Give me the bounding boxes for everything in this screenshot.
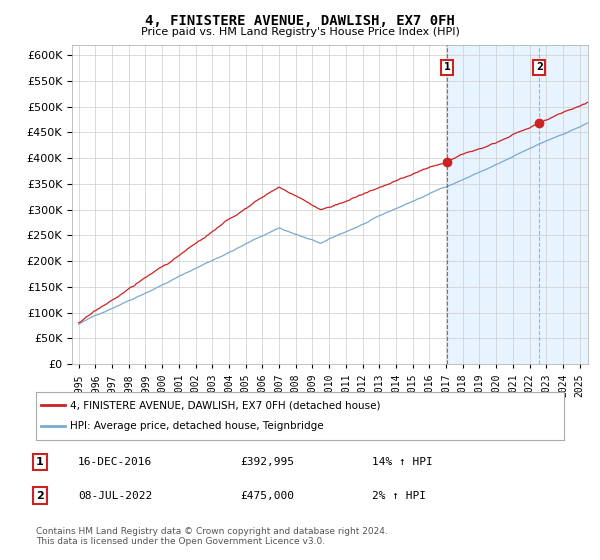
Text: 2: 2	[536, 62, 542, 72]
Text: £475,000: £475,000	[240, 491, 294, 501]
Text: Contains HM Land Registry data © Crown copyright and database right 2024.
This d: Contains HM Land Registry data © Crown c…	[36, 526, 388, 546]
Text: 08-JUL-2022: 08-JUL-2022	[78, 491, 152, 501]
Text: 14% ↑ HPI: 14% ↑ HPI	[372, 457, 433, 467]
Text: 1: 1	[443, 62, 451, 72]
Text: 2% ↑ HPI: 2% ↑ HPI	[372, 491, 426, 501]
Text: 2: 2	[36, 491, 44, 501]
Text: HPI: Average price, detached house, Teignbridge: HPI: Average price, detached house, Teig…	[70, 421, 324, 431]
Text: 4, FINISTERE AVENUE, DAWLISH, EX7 0FH (detached house): 4, FINISTERE AVENUE, DAWLISH, EX7 0FH (d…	[70, 400, 381, 410]
Text: Price paid vs. HM Land Registry's House Price Index (HPI): Price paid vs. HM Land Registry's House …	[140, 27, 460, 37]
Bar	[447, 45, 596, 364]
Text: 4, FINISTERE AVENUE, DAWLISH, EX7 0FH: 4, FINISTERE AVENUE, DAWLISH, EX7 0FH	[145, 14, 455, 28]
Text: 1: 1	[36, 457, 44, 467]
Text: 16-DEC-2016: 16-DEC-2016	[78, 457, 152, 467]
Text: £392,995: £392,995	[240, 457, 294, 467]
